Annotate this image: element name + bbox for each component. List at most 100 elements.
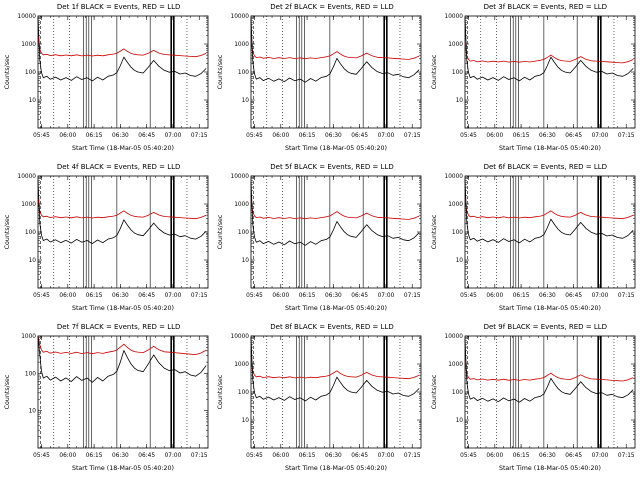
y-tick-label: 10 (29, 98, 37, 104)
y-tick-label: 10000 (231, 334, 250, 340)
panel-title: Det 1f BLACK = Events, RED = LLD (56, 3, 181, 11)
plot-frame (250, 15, 422, 129)
panel-title: Det 2f BLACK = Events, RED = LLD (270, 3, 394, 11)
x-tick-label: 06:15 (512, 453, 529, 459)
x-tick-label: 06:45 (565, 293, 582, 299)
events-series (250, 337, 420, 402)
lld-series (464, 43, 634, 64)
y-tick-label: 100 (25, 70, 36, 76)
x-tick-label: 06:30 (325, 293, 342, 299)
panel-title: Det 3f BLACK = Events, RED = LLD (483, 3, 608, 11)
lld-series (37, 335, 207, 356)
plot-det-4f: 05:45 06:00 06:15 06:30 06:45 07:00 07:15 10 100… (4, 174, 209, 312)
x-tick-label: 07:15 (404, 133, 421, 139)
x-axis-label: Start Time (18-Mar-05 05:40:20) (285, 305, 387, 312)
x-tick-label: 06:00 (486, 453, 503, 459)
y-axis-label: Counts/sec (217, 374, 224, 409)
y-axis-label: Counts/sec (4, 54, 11, 89)
events-series (250, 181, 420, 246)
x-tick-label: 05:45 (246, 453, 263, 459)
y-tick-label: 1000 (21, 202, 36, 208)
y-tick-label: 10 (29, 258, 37, 264)
y-tick-label: 10 (242, 98, 250, 104)
y-tick-label: 1000 (235, 42, 250, 48)
y-tick-label: 10000 (231, 14, 250, 20)
y-axis-label: Counts/sec (431, 214, 438, 249)
x-tick-label: 07:15 (191, 293, 208, 299)
plot-det-3f: 05:45 06:00 06:15 06:30 06:45 07:00 07:15 10 100… (431, 14, 636, 152)
lld-series (250, 358, 420, 380)
events-series (37, 179, 207, 244)
x-tick-label: 06:45 (138, 133, 155, 139)
plot-frame (464, 175, 636, 289)
x-tick-label: 06:15 (512, 133, 529, 139)
plot-det-1f: 05:45 06:00 06:15 06:30 06:45 07:00 07:15 10 100… (4, 14, 209, 152)
x-tick-label: 06:45 (352, 453, 369, 459)
panel-title: Det 4f BLACK = Events, RED = LLD (56, 163, 181, 171)
x-tick-label: 05:45 (33, 133, 50, 139)
y-tick-label: 1000 (448, 202, 463, 208)
y-tick-label: 10000 (444, 14, 463, 20)
x-tick-label: 07:00 (378, 293, 395, 299)
y-axis-label: Counts/sec (431, 54, 438, 89)
x-axis-label: Start Time (18-Mar-05 05:40:20) (285, 145, 387, 152)
y-tick-label: 10000 (444, 334, 463, 340)
x-tick-label: 06:30 (539, 133, 556, 139)
x-tick-label: 06:00 (59, 133, 76, 139)
events-series (464, 17, 634, 82)
y-tick-label: 100 (452, 390, 463, 396)
x-tick-label: 06:15 (299, 453, 316, 459)
lld-series (250, 199, 420, 220)
lld-series (37, 36, 207, 58)
x-tick-label: 06:30 (325, 453, 342, 459)
y-axis-label: Counts/sec (431, 374, 438, 409)
x-tick-label: 06:15 (299, 133, 316, 139)
y-tick-label: 100 (238, 390, 249, 396)
y-tick-label: 1000 (235, 362, 250, 368)
panel-det-7f: Det 7f BLACK = Events, RED = LLD 05:45 06… (0, 320, 213, 480)
x-tick-label: 06:00 (486, 293, 503, 299)
plot-det-2f: 05:45 06:00 06:15 06:30 06:45 07:00 07:15 10 100… (217, 14, 422, 152)
x-tick-label: 06:30 (539, 293, 556, 299)
x-tick-label: 07:15 (618, 133, 635, 139)
y-tick-label: 100 (25, 230, 36, 236)
x-axis-label: Start Time (18-Mar-05 05:40:20) (499, 465, 601, 472)
x-tick-label: 06:15 (86, 453, 103, 459)
y-tick-label: 10000 (18, 14, 37, 20)
panel-det-3f: Det 3f BLACK = Events, RED = LLD 05:45 06… (427, 0, 640, 160)
x-tick-label: 05:45 (246, 133, 263, 139)
events-series (37, 17, 207, 82)
y-tick-label: 100 (238, 230, 249, 236)
events-series (464, 338, 634, 403)
x-tick-label: 06:00 (273, 293, 290, 299)
x-tick-label: 07:00 (591, 293, 608, 299)
y-tick-label: 10000 (231, 174, 250, 180)
plot-frame (250, 175, 422, 289)
y-tick-label: 10 (455, 98, 463, 104)
x-tick-label: 06:00 (59, 453, 76, 459)
x-tick-label: 06:00 (59, 293, 76, 299)
lld-series (250, 39, 420, 60)
y-tick-label: 100 (452, 70, 463, 76)
y-tick-label: 1000 (235, 202, 250, 208)
y-tick-label: 1000 (448, 362, 463, 368)
y-axis-label: Counts/sec (4, 214, 11, 249)
x-tick-label: 06:30 (325, 133, 342, 139)
x-tick-label: 07:15 (618, 453, 635, 459)
x-tick-label: 07:00 (165, 453, 182, 459)
x-tick-label: 06:30 (112, 293, 129, 299)
lld-series (464, 361, 634, 382)
panel-title: Det 5f BLACK = Events, RED = LLD (270, 163, 394, 171)
panel-det-8f: Det 8f BLACK = Events, RED = LLD 05:45 06… (213, 320, 426, 480)
x-axis-label: Start Time (18-Mar-05 05:40:20) (72, 145, 174, 152)
x-tick-label: 06:00 (273, 133, 290, 139)
events-series (250, 18, 420, 83)
panel-det-6f: Det 6f BLACK = Events, RED = LLD 05:45 06… (427, 160, 640, 320)
x-tick-label: 05:45 (246, 293, 263, 299)
x-tick-label: 07:00 (591, 453, 608, 459)
panel-det-9f: Det 9f BLACK = Events, RED = LLD 05:45 06… (427, 320, 640, 480)
x-tick-label: 07:15 (191, 453, 208, 459)
plot-det-5f: 05:45 06:00 06:15 06:30 06:45 07:00 07:15 10 100… (217, 174, 422, 312)
x-axis-label: Start Time (18-Mar-05 05:40:20) (72, 305, 174, 312)
